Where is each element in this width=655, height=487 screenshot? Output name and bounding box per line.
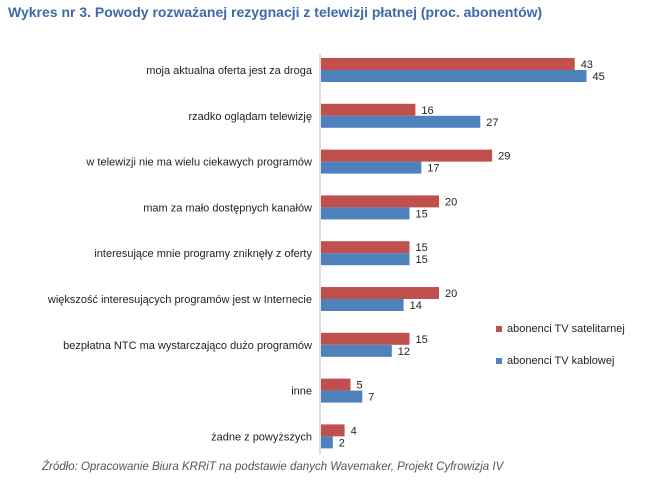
- legend-label: abonenci TV kablowej: [507, 355, 614, 367]
- data-label: 20: [445, 196, 457, 208]
- data-label: 15: [416, 242, 428, 254]
- data-label: 17: [427, 163, 439, 175]
- bar-cable: [321, 390, 363, 403]
- legend-swatch-cable: [496, 358, 502, 364]
- bar-satellite: [321, 378, 351, 391]
- data-label: 29: [498, 151, 510, 163]
- data-label: 15: [416, 208, 428, 220]
- data-label: 14: [410, 300, 422, 312]
- bar-cable: [321, 299, 404, 311]
- bar-satellite: [321, 149, 493, 162]
- source-note: Źródło: Opracowanie Biura KRRiT na podst…: [42, 461, 504, 473]
- chart-title: Wykres nr 3. Powody rozważanej rezygnacj…: [8, 4, 543, 20]
- bar-satellite: [321, 287, 439, 299]
- bar-cable: [321, 253, 410, 266]
- bar-satellite: [321, 195, 439, 208]
- data-label: 5: [357, 380, 363, 392]
- bar-satellite: [321, 103, 416, 116]
- data-label: 7: [368, 392, 374, 404]
- bar-satellite: [321, 241, 410, 254]
- category-label: inne: [291, 386, 312, 398]
- legend-swatch-satellite: [496, 326, 502, 332]
- bar-cable: [321, 70, 587, 82]
- data-label: 15: [416, 254, 428, 266]
- category-label: bezpłatna NTC ma wystarczająco dużo prog…: [63, 340, 312, 352]
- category-label: żadne z powyższych: [211, 431, 312, 443]
- category-label: mam za mało dostępnych kanałów: [143, 202, 312, 214]
- data-label: 2: [339, 437, 345, 449]
- data-label: 4: [351, 425, 357, 437]
- data-label: 12: [398, 346, 410, 358]
- bar-cable: [321, 207, 410, 220]
- category-label: w telewizji nie ma wielu ciekawych progr…: [85, 157, 312, 169]
- bar-satellite: [321, 58, 575, 70]
- legend-label: abonenci TV satelitarnej: [507, 323, 625, 335]
- bar-cable: [321, 344, 392, 357]
- data-label: 16: [421, 105, 433, 117]
- category-label: interesujące mnie programy zniknęły z of…: [94, 248, 312, 260]
- bar-cable: [321, 115, 481, 128]
- bar-satellite: [321, 332, 410, 345]
- data-label: 20: [445, 288, 457, 300]
- category-label: rzadko oglądam telewizję: [188, 111, 312, 123]
- category-label: moja aktualna oferta jest za droga: [146, 65, 313, 77]
- data-label: 27: [486, 117, 498, 129]
- bar-satellite: [321, 424, 345, 437]
- data-label: 45: [593, 71, 605, 83]
- category-label: większość interesujących programów jest …: [47, 294, 312, 306]
- data-label: 43: [581, 59, 593, 71]
- bar-cable: [321, 161, 422, 174]
- data-label: 15: [416, 334, 428, 346]
- bar-cable: [321, 436, 333, 449]
